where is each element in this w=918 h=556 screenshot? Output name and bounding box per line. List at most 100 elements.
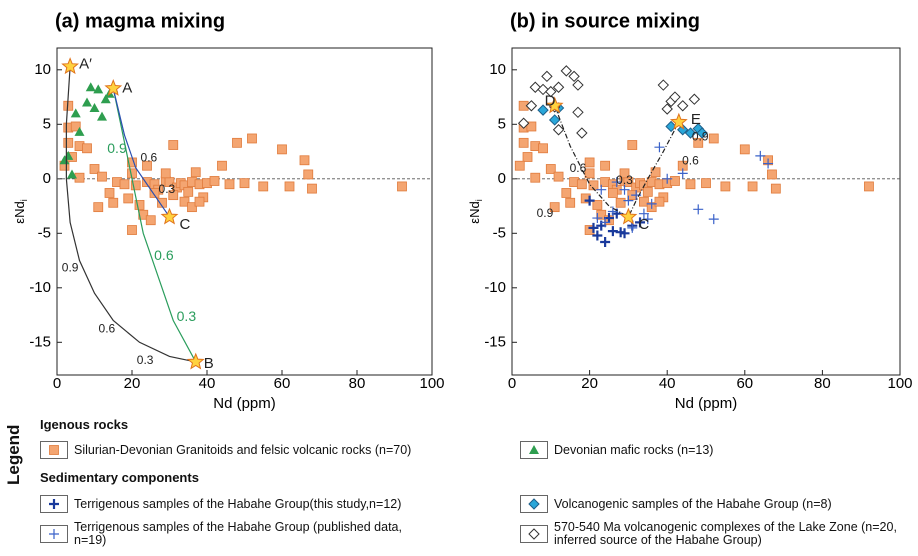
point [763, 158, 774, 169]
point [642, 186, 653, 197]
point [70, 108, 81, 118]
x-tick-label: 80 [349, 375, 366, 392]
point [168, 190, 179, 201]
point [864, 181, 874, 192]
y-tick-label: -10 [484, 279, 506, 296]
curve-label: 0.3 [177, 308, 197, 324]
x-tick-label: 0 [53, 375, 61, 392]
point [669, 112, 688, 130]
point [669, 91, 681, 103]
point [277, 144, 287, 155]
point [93, 202, 104, 213]
point [545, 96, 564, 114]
legend-marker [40, 495, 68, 513]
point [522, 152, 533, 162]
point [572, 79, 584, 91]
point [303, 169, 314, 180]
point [619, 168, 630, 179]
point [549, 202, 560, 213]
point [619, 207, 638, 225]
point [183, 186, 194, 197]
point [63, 150, 74, 160]
x-tick-label: 0 [508, 375, 516, 392]
y-axis-label: εNdi [467, 199, 484, 223]
point [548, 114, 561, 126]
y-tick-label: 10 [34, 61, 51, 78]
point [619, 184, 630, 195]
point [190, 167, 201, 178]
y-tick-label: -5 [493, 224, 506, 241]
curve-label: 0.6 [154, 247, 174, 263]
point [553, 171, 564, 182]
point [552, 81, 565, 93]
point [708, 133, 719, 144]
y-tick-label: 0 [498, 170, 506, 187]
point [89, 102, 100, 112]
legend-marker [520, 495, 548, 513]
curve-label: 0.9 [537, 206, 554, 220]
point [85, 82, 96, 92]
chart-title: (b) in source mixing [510, 10, 700, 32]
x-tick-label: 40 [659, 375, 676, 392]
curve-label: 0.6 [570, 161, 587, 175]
x-tick-label: 100 [419, 375, 444, 392]
point [194, 196, 205, 207]
point [670, 176, 680, 186]
point [661, 103, 673, 115]
point [529, 445, 539, 454]
point-label: A [122, 79, 132, 96]
point [239, 178, 250, 189]
point [528, 498, 540, 510]
y-axis-label: εNdi [12, 199, 29, 223]
legend-label: 570-540 Ma volcanogenic complexes of the… [554, 520, 897, 547]
point [530, 172, 541, 183]
point [693, 137, 704, 148]
point [168, 140, 179, 150]
point [600, 237, 611, 248]
point [160, 168, 171, 179]
point [89, 164, 100, 174]
point [677, 124, 689, 136]
point [662, 173, 673, 184]
point [517, 117, 530, 129]
point [720, 181, 731, 192]
point [607, 188, 618, 198]
x-tick-label: 40 [199, 375, 216, 392]
point [739, 144, 750, 155]
point [600, 160, 611, 171]
point [627, 140, 638, 150]
point [258, 181, 269, 192]
point [61, 57, 80, 75]
point [97, 111, 107, 121]
point [545, 164, 556, 174]
point [538, 143, 548, 154]
point [584, 157, 595, 168]
point [104, 188, 115, 198]
point [537, 104, 549, 116]
point [767, 169, 777, 180]
point [642, 214, 653, 225]
point [552, 124, 565, 136]
point [100, 94, 111, 104]
legend-marker [520, 441, 548, 459]
point [67, 169, 77, 179]
legend-heading: Igenous rocks [40, 417, 129, 432]
y-tick-label: -5 [38, 224, 51, 241]
point [565, 197, 576, 208]
point [600, 217, 611, 228]
point [654, 196, 665, 207]
point [701, 178, 711, 189]
point [97, 171, 107, 182]
legend-title: Legend [4, 424, 23, 485]
point [584, 195, 595, 206]
point [588, 222, 599, 233]
point [149, 188, 160, 198]
y-tick-label: -10 [29, 279, 51, 296]
point [528, 528, 540, 540]
point [130, 180, 141, 191]
point [688, 93, 701, 105]
curve-label: 0.3 [137, 353, 154, 367]
plot-area [56, 47, 433, 376]
mixing-curve [112, 88, 170, 218]
point [299, 155, 310, 166]
